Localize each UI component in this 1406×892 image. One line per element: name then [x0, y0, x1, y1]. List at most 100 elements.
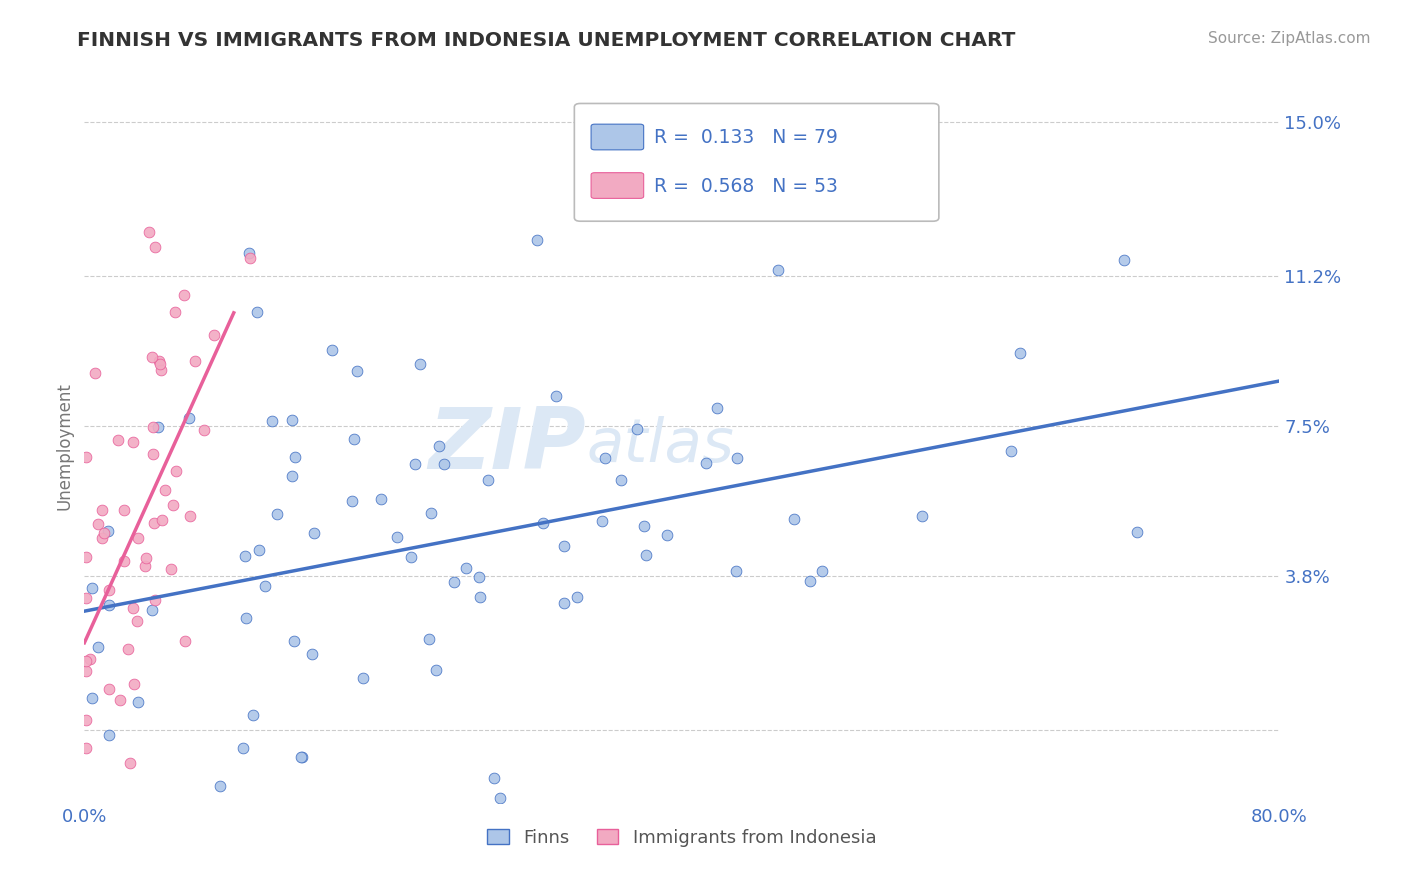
Point	[97, 682, 120, 697]
Point	[433, 457, 456, 471]
Point	[80, 582, 103, 596]
Point	[75, 805, 97, 819]
Point	[91, 503, 114, 517]
Point	[232, 740, 254, 755]
Point	[184, 826, 207, 840]
Point	[468, 569, 491, 583]
Point	[148, 354, 170, 368]
Point	[138, 225, 160, 239]
Point	[281, 413, 304, 427]
Point	[75, 664, 97, 678]
Point	[142, 447, 165, 461]
Point	[636, 548, 658, 562]
Point	[75, 714, 97, 728]
Point	[122, 677, 145, 691]
Point	[235, 611, 257, 625]
Point	[419, 506, 441, 520]
Point	[281, 468, 304, 483]
Point	[79, 652, 101, 666]
FancyBboxPatch shape	[591, 124, 644, 150]
Point	[290, 750, 312, 764]
Point	[291, 750, 314, 764]
Point	[910, 509, 932, 524]
Point	[75, 450, 97, 465]
Point	[184, 354, 207, 368]
Point	[145, 240, 167, 254]
Point	[142, 419, 165, 434]
Point	[553, 539, 575, 553]
Point	[470, 590, 492, 604]
Point	[340, 494, 363, 508]
Point	[112, 503, 135, 517]
Point	[247, 543, 270, 558]
Legend: Finns, Immigrants from Indonesia: Finns, Immigrants from Indonesia	[479, 822, 884, 855]
Point	[120, 756, 142, 771]
Point	[567, 591, 589, 605]
Point	[122, 601, 145, 615]
Point	[117, 642, 139, 657]
Point	[482, 771, 505, 785]
Point	[173, 288, 195, 302]
Point	[593, 450, 616, 465]
Point	[725, 451, 748, 466]
Point	[202, 328, 225, 343]
Point	[233, 549, 256, 563]
Point	[93, 525, 115, 540]
FancyBboxPatch shape	[575, 103, 939, 221]
Point	[706, 401, 728, 416]
Point	[242, 708, 264, 723]
Point	[399, 550, 422, 565]
Point	[352, 672, 374, 686]
Point	[1126, 525, 1149, 540]
Point	[799, 574, 821, 588]
Point	[208, 780, 231, 794]
Point	[143, 516, 166, 530]
Point	[454, 561, 477, 575]
Point	[404, 457, 426, 471]
Point	[533, 516, 555, 530]
Point	[262, 414, 284, 428]
Point	[425, 663, 447, 677]
Text: atlas: atlas	[586, 417, 734, 475]
Point	[135, 550, 157, 565]
Point	[149, 357, 172, 371]
Point	[134, 559, 156, 574]
Point	[489, 790, 512, 805]
Point	[246, 305, 269, 319]
Point	[695, 456, 717, 470]
Text: R =  0.133   N = 79: R = 0.133 N = 79	[654, 128, 838, 147]
Point	[105, 855, 128, 870]
Point	[409, 357, 432, 371]
Point	[80, 691, 103, 706]
Point	[87, 516, 110, 531]
Point	[146, 419, 169, 434]
Point	[112, 554, 135, 568]
Point	[343, 432, 366, 446]
Point	[626, 422, 648, 436]
Point	[141, 603, 163, 617]
Point	[1112, 252, 1135, 267]
Point	[766, 262, 789, 277]
Point	[443, 574, 465, 589]
Point	[127, 615, 149, 629]
Point	[321, 343, 343, 358]
Point	[122, 435, 145, 450]
Point	[86, 640, 108, 654]
Point	[97, 524, 120, 538]
Point	[177, 411, 200, 425]
Point	[165, 465, 187, 479]
Text: ZIP: ZIP	[429, 404, 586, 488]
Point	[546, 389, 568, 403]
Point	[526, 233, 548, 247]
Point	[150, 363, 173, 377]
Point	[1008, 345, 1031, 359]
Point	[75, 591, 97, 605]
Point	[418, 632, 440, 647]
Point	[284, 450, 307, 464]
Point	[127, 695, 149, 709]
Point	[477, 473, 499, 487]
Point	[370, 491, 392, 506]
Point	[127, 531, 149, 545]
Point	[610, 473, 633, 487]
Point	[239, 252, 262, 266]
